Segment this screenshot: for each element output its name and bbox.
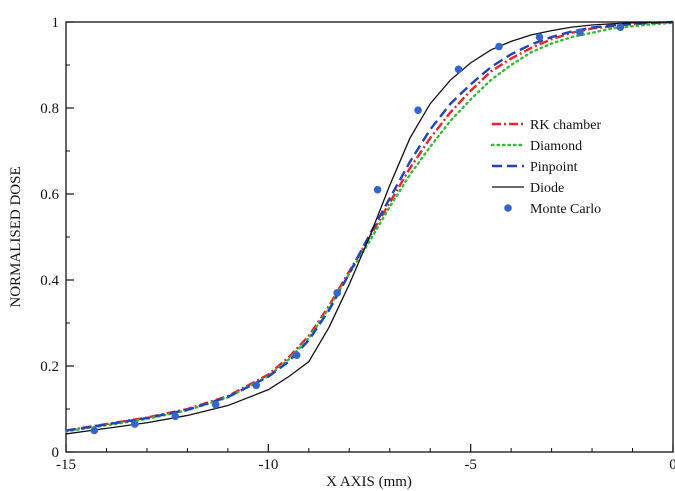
point-monte-carlo xyxy=(91,427,99,435)
point-monte-carlo xyxy=(576,29,584,37)
point-monte-carlo xyxy=(374,186,382,194)
point-monte-carlo xyxy=(617,23,625,31)
y-tick-label: 0.4 xyxy=(40,273,59,289)
series-line-diode xyxy=(66,22,673,434)
y-tick-label: 0 xyxy=(52,445,60,461)
x-tick-label: -5 xyxy=(464,457,477,473)
x-axis-title: X AXIS (mm) xyxy=(326,474,412,490)
x-tick-label: -10 xyxy=(258,457,278,473)
point-monte-carlo xyxy=(252,382,260,390)
y-tick-label: 0.8 xyxy=(40,101,59,117)
x-tick-label: 0 xyxy=(669,457,675,473)
legend-label-monte-carlo: Monte Carlo xyxy=(530,202,601,217)
x-tick-label: -15 xyxy=(56,457,76,473)
point-monte-carlo xyxy=(293,351,301,359)
y-tick-label: 1 xyxy=(52,15,60,31)
y-axis-title: NORMALISED DOSE xyxy=(8,166,24,307)
legend-label-diode: Diode xyxy=(530,181,564,196)
point-monte-carlo xyxy=(455,66,463,74)
point-monte-carlo xyxy=(131,420,139,428)
legend-marker-monte-carlo xyxy=(504,204,512,212)
point-monte-carlo xyxy=(333,289,341,297)
point-monte-carlo xyxy=(495,43,503,51)
legend-label-rk-chamber: RK chamber xyxy=(530,118,601,133)
y-tick-label: 0.6 xyxy=(40,187,59,203)
series-layer xyxy=(66,22,673,434)
series-line-diamond xyxy=(66,23,673,432)
axis-ticks: -15 -10 -5 0 0 0.2 0.4 0.6 0.8 1 xyxy=(40,15,675,473)
point-monte-carlo xyxy=(212,401,220,409)
legend: RK chamber Diamond Pinpoint Diode Monte Carl… xyxy=(492,118,601,217)
legend-label-pinpoint: Pinpoint xyxy=(530,160,578,175)
y-tick-label: 0.2 xyxy=(40,359,59,375)
point-monte-carlo xyxy=(536,33,544,41)
point-monte-carlo xyxy=(171,413,179,421)
legend-label-diamond: Diamond xyxy=(530,139,582,154)
series-line-rk-chamber xyxy=(66,22,673,431)
series-line-pinpoint xyxy=(66,22,673,431)
point-monte-carlo xyxy=(414,106,422,114)
